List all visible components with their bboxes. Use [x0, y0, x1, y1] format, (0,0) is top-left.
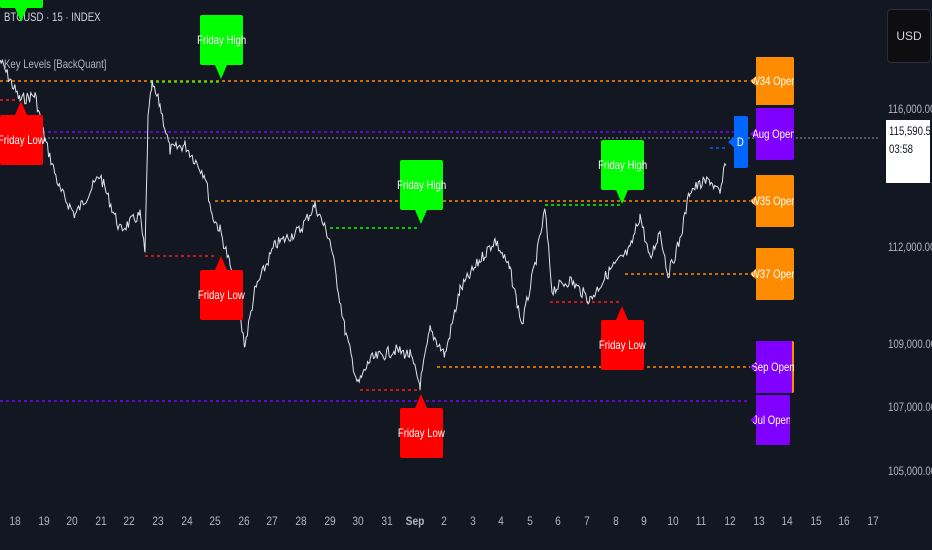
time-tick: 11	[696, 514, 707, 528]
pointer-down-icon	[415, 210, 427, 224]
pointer-up-icon	[15, 101, 27, 115]
label-text: Jul Open	[752, 413, 792, 427]
pointer-down-icon	[15, 8, 27, 22]
friday-low-label: Friday Low	[0, 101, 45, 165]
time-tick: 24	[180, 514, 193, 528]
chart-canvas[interactable]	[0, 0, 880, 505]
time-tick: 20	[66, 514, 78, 528]
currency-button[interactable]: USD	[887, 9, 931, 63]
friday-high-label: Friday High	[597, 140, 648, 204]
time-tick: 30	[352, 514, 364, 528]
time-tick: 25	[209, 514, 221, 528]
price-tick: 107,000.00	[888, 400, 932, 414]
time-tick: 15	[810, 514, 822, 528]
time-tick: 27	[266, 514, 279, 528]
time-tick: Sep	[406, 514, 425, 528]
label-text: Friday Low	[599, 338, 646, 352]
price-tick: 105,000.00	[888, 464, 932, 478]
time-tick: 29	[323, 514, 336, 528]
pointer-up-icon	[415, 394, 427, 408]
friday-high-label: Friday High	[196, 15, 247, 79]
time-tick: 12	[724, 514, 736, 528]
time-tick: 31	[381, 514, 393, 528]
current-price: 115,590.57	[889, 124, 932, 138]
time-tick: 10	[667, 514, 679, 528]
time-tick: 9	[641, 514, 648, 528]
time-tick: 8	[612, 514, 619, 528]
price-tick: 109,000.00	[888, 337, 932, 351]
indicator-title[interactable]: Key Levels [BackQuant]	[4, 57, 107, 71]
time-tick: 26	[238, 514, 250, 528]
pointer-down-icon	[616, 190, 628, 204]
w37-open-label: W37 Open	[750, 248, 794, 300]
price-tick: 112,000.00	[888, 240, 932, 254]
time-tick: 2	[441, 514, 447, 528]
price-series	[0, 58, 727, 391]
time-tick: 6	[555, 514, 562, 528]
friday-low-label: Friday Low	[398, 394, 445, 458]
label-text: Friday Low	[198, 288, 245, 302]
friday-low-label: Friday Low	[198, 256, 245, 320]
time-tick: 23	[152, 514, 164, 528]
sep-open-label: Sep Open	[750, 341, 794, 393]
label-text: Friday High	[196, 33, 247, 47]
time-tick: 22	[123, 514, 136, 528]
w34-open-label: W34 Open	[750, 57, 794, 105]
time-tick: 7	[584, 514, 590, 528]
label-text: Friday High	[396, 178, 447, 192]
label-text: D	[736, 135, 744, 149]
symbol-title[interactable]: BTCUSD · 15 · INDEX	[4, 10, 101, 24]
current-price-badge: 115,590.57 03:58	[886, 120, 932, 183]
aug-open-label: Aug Open	[750, 108, 794, 160]
label-text: W37 Open	[751, 267, 797, 281]
label-text: Friday Low	[398, 426, 445, 440]
time-tick: 13	[752, 514, 765, 528]
friday-low-label: Friday Low	[599, 306, 646, 370]
pointer-up-icon	[616, 306, 628, 320]
time-tick: 21	[95, 514, 107, 528]
time-tick: 18	[9, 514, 21, 528]
time-tick: 4	[498, 514, 505, 528]
time-tick: 3	[469, 514, 476, 528]
time-tick: 14	[781, 514, 793, 528]
price-tick: 116,000.00	[888, 102, 932, 116]
friday-high-label: Friday High	[0, 0, 43, 22]
label-text: Friday Low	[0, 133, 45, 147]
label-text: Friday High	[597, 158, 648, 172]
time-tick: 19	[37, 514, 50, 528]
w35-open-label: W35 Open	[750, 175, 794, 227]
pointer-up-icon	[215, 256, 227, 270]
time-tick: 17	[867, 514, 879, 528]
label-text: Aug Open	[752, 127, 796, 141]
pointer-down-icon	[215, 65, 227, 79]
label-text: W35 Open	[751, 194, 797, 208]
time-tick: 16	[838, 514, 851, 528]
jul-open-label: Jul Open	[750, 395, 790, 445]
friday-high-label: Friday High	[396, 160, 447, 224]
time-tick: 28	[295, 514, 307, 528]
label-text: Sep Open	[751, 360, 795, 374]
time-tick: 5	[526, 514, 533, 528]
label-text: W34 Open	[751, 74, 797, 88]
bar-countdown: 03:58	[889, 142, 914, 156]
